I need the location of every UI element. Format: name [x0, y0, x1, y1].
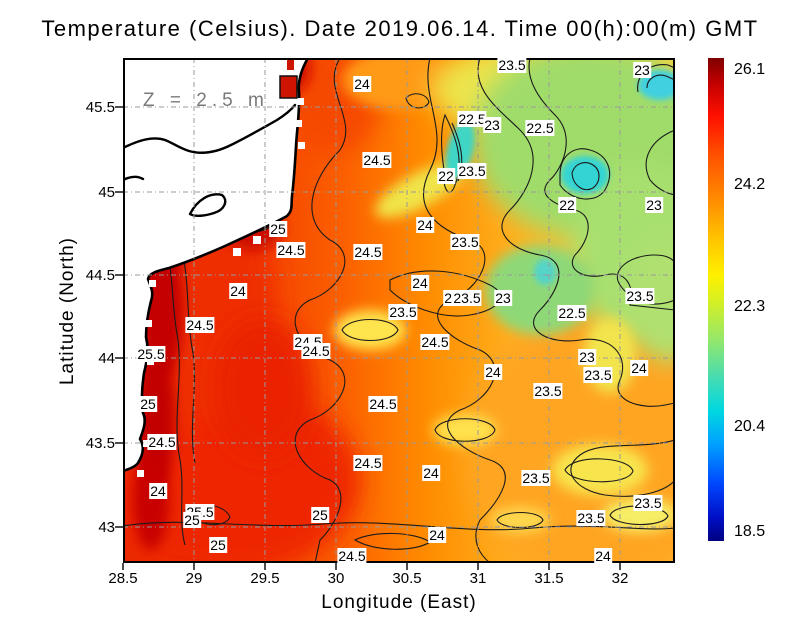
plot-border	[123, 58, 675, 563]
axis-ticks	[115, 106, 621, 570]
y-tick-label: 45.5	[85, 99, 115, 116]
y-tick-label: 45	[98, 184, 115, 201]
contour-label: 24.5	[147, 434, 177, 450]
colorbar-tick-label: 26.1	[734, 61, 766, 79]
contour-label: 24.5	[337, 548, 367, 564]
x-tick-label: 31	[469, 570, 487, 587]
contour-label: 24.5	[353, 244, 383, 260]
contour-label: 23.5	[625, 288, 655, 304]
depth-annotation: Z = 2.5 m	[143, 90, 269, 111]
contour-label: 25	[183, 512, 201, 528]
contour-label: 22.5	[457, 111, 487, 127]
colorbar-tick-label: 22.3	[734, 297, 766, 315]
temperature-field-map	[115, 58, 675, 570]
contour-label: 24	[428, 527, 446, 543]
contour-label: 23.5	[583, 367, 613, 383]
contour-label: 25.5	[136, 346, 166, 362]
contour-label: 24	[229, 283, 247, 299]
map-plot-area: Z = 2.5 m 23.5 24 23 22.5 23 22.5 24.5 23.5 22 22…	[115, 57, 675, 570]
y-tick-label: 43	[98, 519, 115, 536]
contour-label: 23.5	[497, 57, 527, 73]
contour-label: 24	[411, 275, 429, 291]
contour-label: 24.5	[353, 455, 383, 471]
river-mouth-cell	[279, 75, 298, 99]
contour-label: 23.5	[450, 234, 480, 250]
contour-label: 22	[558, 197, 576, 213]
sea-temperature-field	[123, 58, 675, 563]
contour-label: 24	[630, 360, 648, 376]
contour-label: 24	[149, 483, 167, 499]
contour-label: 24.5	[368, 396, 398, 412]
contour-label: 22.5	[557, 305, 587, 321]
figure-title: Temperature (Celsius). Date 2019.06.14. …	[41, 16, 759, 41]
contour-label: 25	[209, 537, 227, 553]
y-tick-label: 44	[98, 350, 115, 367]
contour-label: 23.5	[633, 495, 663, 511]
colorbar	[708, 58, 724, 541]
colorbar-tick-label: 20.4	[734, 418, 766, 436]
contour-label: 23.5	[457, 163, 487, 179]
contour-label: 25	[311, 507, 329, 523]
contour-label: 23	[578, 349, 596, 365]
contour-label: 25	[139, 396, 157, 412]
contour-label: 23	[633, 62, 651, 78]
colorbar-tick-label: 18.5	[734, 523, 766, 541]
contour-label: 23	[494, 290, 512, 306]
x-tick-label: 29	[185, 570, 203, 587]
contour-label: 23.5	[388, 304, 418, 320]
x-axis-title: Longitude (East)	[321, 592, 477, 613]
contour-label: 24	[353, 76, 371, 92]
contour-label: 25	[269, 221, 287, 237]
contour-label: 24.5	[301, 343, 331, 359]
contour-label: 23	[483, 117, 501, 133]
contour-label: 23.5	[576, 510, 606, 526]
contour-label: 23	[645, 197, 663, 213]
y-tick-label: 44.5	[85, 267, 115, 284]
colorbar-tick-label: 24.2	[734, 176, 766, 194]
contour-label: 24	[594, 548, 612, 564]
x-tick-label: 28.5	[108, 570, 138, 587]
contour-label: 24	[422, 465, 440, 481]
contour-label: 24.5	[362, 152, 392, 168]
x-tick-label: 32	[611, 570, 629, 587]
x-tick-label: 31.5	[534, 570, 564, 587]
y-tick-label: 43.5	[85, 435, 115, 452]
x-tick-label: 29.5	[250, 570, 280, 587]
contour-label: 24.5	[420, 334, 450, 350]
river-mouth-cell-top	[287, 58, 294, 70]
contour-label: 22.5	[525, 120, 555, 136]
contour-label: 24	[484, 364, 502, 380]
contour-label: 22	[437, 168, 455, 184]
contour-label: 24	[416, 217, 434, 233]
land-coastline	[123, 58, 310, 473]
x-tick-label: 30.5	[392, 570, 422, 587]
contour-label: 23.5	[533, 383, 563, 399]
y-axis-title: Latitude (North)	[57, 237, 78, 386]
contour-label: 24.5	[185, 317, 215, 333]
contour-label: 23.5	[521, 470, 551, 486]
contour-label: 23.5	[452, 290, 482, 306]
x-tick-label: 30	[327, 570, 345, 587]
contour-label: 24.5	[276, 242, 306, 258]
